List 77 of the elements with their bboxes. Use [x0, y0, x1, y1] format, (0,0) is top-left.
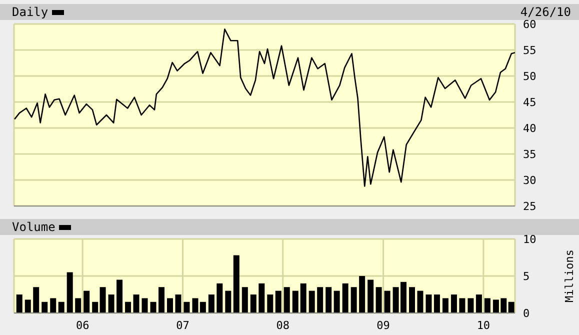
bar	[16, 294, 22, 313]
bar	[468, 298, 474, 313]
bar	[108, 294, 114, 313]
bar	[225, 290, 232, 313]
y-tick-label: 30	[523, 174, 536, 187]
bar	[350, 287, 357, 313]
x-tick-label: 08	[276, 318, 290, 332]
bar	[242, 287, 248, 313]
bar	[459, 298, 466, 313]
bar	[100, 287, 106, 313]
bar	[284, 287, 290, 313]
line-series	[14, 28, 515, 187]
bar	[184, 302, 190, 313]
bar	[384, 290, 390, 313]
y-tick-label: 5	[523, 270, 530, 283]
bar	[84, 290, 90, 313]
bar	[125, 302, 132, 313]
bar	[442, 298, 448, 313]
bar	[192, 298, 198, 313]
bar	[50, 298, 56, 313]
bar	[450, 294, 457, 313]
text: 4/26/10	[520, 5, 571, 19]
x-tick-label: 07	[176, 318, 190, 332]
y-tick-label: 45	[523, 96, 536, 109]
bar	[66, 272, 73, 313]
bar	[233, 255, 240, 313]
x-tick-label: 09	[376, 318, 390, 332]
bar	[158, 287, 164, 313]
bar	[317, 287, 324, 313]
bar	[408, 287, 415, 313]
bar	[92, 302, 98, 313]
bar	[342, 283, 348, 313]
y-tick-label: 25	[523, 200, 536, 213]
bar	[58, 302, 64, 313]
bar	[308, 290, 315, 313]
x-tick-label: 06	[76, 318, 90, 332]
bar	[434, 294, 440, 313]
bar	[42, 302, 48, 313]
bar	[476, 294, 482, 313]
bar	[200, 302, 206, 313]
bar	[133, 294, 140, 313]
bar	[175, 294, 182, 313]
legend-label: Volume	[12, 220, 56, 234]
y-tick-label: 50	[523, 70, 536, 83]
bar	[33, 287, 40, 313]
bar	[208, 294, 214, 313]
y-tick-label: 0	[523, 306, 530, 320]
y-axis-title: Millions	[562, 250, 576, 302]
y-tick-label: 60	[523, 18, 536, 31]
bar	[508, 302, 514, 313]
bar	[300, 283, 306, 313]
bar	[250, 294, 256, 313]
bar	[334, 290, 340, 313]
bar	[417, 290, 424, 313]
y-tick-label: 55	[523, 44, 536, 57]
y-tick-label: 10	[523, 232, 536, 246]
bar	[426, 294, 432, 313]
bar	[216, 283, 223, 313]
bar	[368, 280, 374, 313]
y-tick-label: 35	[523, 148, 536, 161]
bar	[359, 276, 366, 313]
bar	[24, 300, 31, 313]
bar	[150, 302, 156, 313]
bar	[292, 290, 298, 313]
y-tick-label: 40	[523, 122, 536, 135]
bar	[142, 298, 148, 313]
x-tick-label: 10	[476, 318, 490, 332]
bar	[258, 283, 265, 313]
bar	[275, 290, 282, 313]
bar	[167, 298, 173, 313]
bar	[116, 280, 123, 313]
bar	[75, 298, 82, 313]
bar	[484, 298, 490, 313]
bar	[376, 287, 382, 313]
bar	[267, 294, 274, 313]
bar	[326, 287, 332, 313]
legend-label: Daily	[12, 5, 48, 19]
